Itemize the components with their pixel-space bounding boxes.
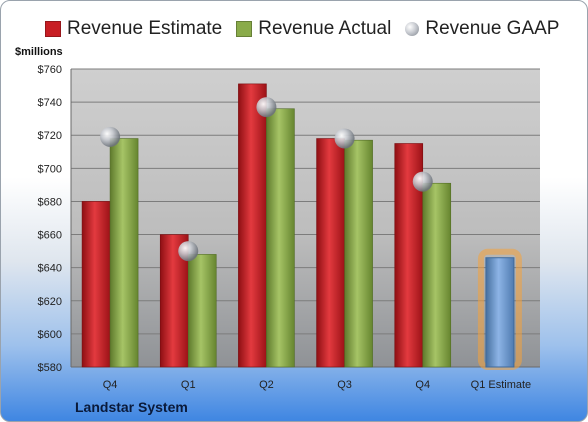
x-tick-label: Q1 — [181, 379, 196, 391]
gaap-markers — [100, 97, 433, 262]
legend-swatch-estimate — [45, 21, 61, 37]
legend-label-gaap: Revenue GAAP — [425, 18, 560, 39]
y-tick-label: $740 — [38, 97, 62, 109]
bar-revenue-actual — [344, 139, 373, 368]
y-tick-label: $660 — [38, 230, 62, 242]
legend-label-estimate: Revenue Estimate — [67, 18, 223, 39]
y-tick-label: $760 — [38, 64, 62, 76]
units-label: $millions — [15, 46, 63, 58]
plot-area — [71, 69, 540, 367]
bar-revenue-actual — [266, 108, 295, 368]
marker-revenue-gaap — [334, 128, 355, 149]
legend-item-gaap: Revenue GAAP — [405, 18, 559, 40]
y-tick-label: $580 — [38, 362, 62, 374]
legend-label-actual: Revenue Actual — [258, 18, 392, 39]
bar-revenue-actual — [422, 182, 452, 368]
bar-revenue-estimate — [316, 138, 345, 368]
x-tick-label: Q3 — [337, 379, 352, 391]
bar-revenue-estimate — [394, 143, 424, 368]
x-tick-label: Q4 — [415, 379, 430, 391]
marker-revenue-gaap — [412, 171, 433, 192]
y-tick-label: $620 — [38, 296, 62, 308]
marker-revenue-gaap — [256, 97, 277, 118]
x-axis-ticks: Q4 Q1 Q2 Q3 Q4 Q1 Estimate — [103, 379, 531, 391]
legend-item-actual: Revenue Actual — [236, 18, 391, 40]
legend-swatch-gaap — [405, 22, 420, 36]
y-tick-label: $640 — [38, 263, 62, 275]
x-tick-label: Q2 — [259, 379, 274, 391]
bar-revenue-actual — [187, 254, 217, 368]
legend-swatch-actual — [236, 21, 253, 37]
marker-revenue-gaap — [100, 126, 121, 147]
marker-revenue-gaap — [178, 241, 199, 262]
y-tick-label: $680 — [38, 196, 62, 208]
legend: Revenue Estimate Revenue Actual Revenue … — [45, 18, 573, 40]
y-tick-label: $600 — [38, 329, 62, 341]
company-name: Landstar System — [75, 399, 188, 415]
gridlines — [70, 68, 540, 368]
x-tick-label: Q4 — [103, 379, 118, 391]
y-axis-ticks: $580 $600 $620 $640 $660 $680 $700 $720 $740 $760 — [38, 64, 62, 374]
legend-item-estimate: Revenue Estimate — [45, 18, 222, 40]
x-tick-label: Q1 Estimate — [471, 379, 532, 391]
y-tick-label: $720 — [38, 130, 62, 142]
bar-revenue-actual — [109, 138, 139, 368]
y-tick-label: $700 — [38, 163, 62, 175]
bar-revenue-estimate — [238, 83, 267, 368]
bar-revenue-estimate — [81, 201, 111, 368]
bar-q1-estimate — [485, 257, 515, 368]
